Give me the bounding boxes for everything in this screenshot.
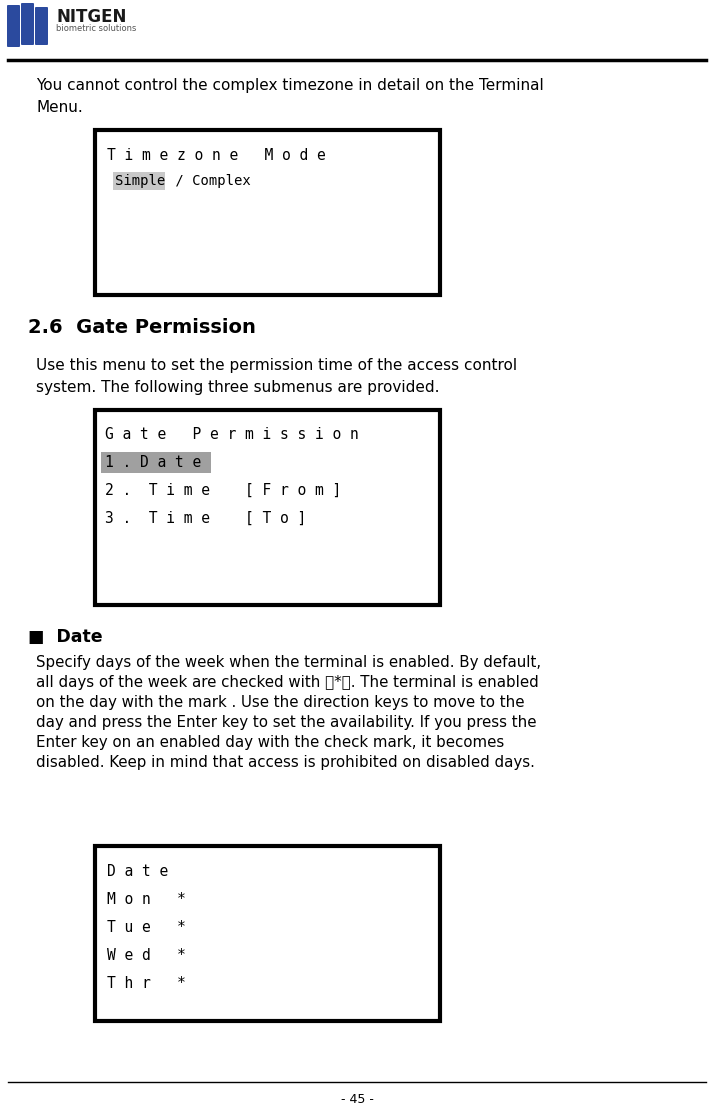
Text: - 45 -: - 45 - <box>341 1092 373 1106</box>
Bar <box>113 172 165 189</box>
Text: W e d   *: W e d * <box>107 948 186 963</box>
Text: T u e   *: T u e * <box>107 920 186 935</box>
FancyBboxPatch shape <box>35 7 48 45</box>
Text: all days of the week are checked with 『*』. The terminal is enabled: all days of the week are checked with 『*… <box>36 675 539 690</box>
Text: NITGEN: NITGEN <box>56 8 126 25</box>
Text: M o n   *: M o n * <box>107 892 186 907</box>
Text: T h r   *: T h r * <box>107 976 186 991</box>
Text: Simple: Simple <box>115 174 165 188</box>
Text: D a t e: D a t e <box>107 864 169 879</box>
Text: Specify days of the week when the terminal is enabled. By default,: Specify days of the week when the termin… <box>36 655 541 670</box>
Text: Use this menu to set the permission time of the access control: Use this menu to set the permission time… <box>36 358 517 373</box>
Text: disabled. Keep in mind that access is prohibited on disabled days.: disabled. Keep in mind that access is pr… <box>36 755 535 770</box>
Text: biometric solutions: biometric solutions <box>56 24 136 33</box>
Text: ■  Date: ■ Date <box>28 628 103 646</box>
Bar <box>95 130 440 295</box>
Text: 2 .  T i m e    [ F r o m ]: 2 . T i m e [ F r o m ] <box>105 483 341 497</box>
Text: You cannot control the complex timezone in detail on the Terminal: You cannot control the complex timezone … <box>36 78 544 93</box>
Text: T i m e z o n e   M o d e: T i m e z o n e M o d e <box>107 148 326 163</box>
Bar <box>95 847 440 1020</box>
Text: day and press the Enter key to set the availability. If you press the: day and press the Enter key to set the a… <box>36 715 536 730</box>
Bar <box>95 410 440 605</box>
Text: G a t e   P e r m i s s i o n: G a t e P e r m i s s i o n <box>105 427 358 442</box>
Text: 1 . D a t e: 1 . D a t e <box>105 455 201 470</box>
FancyBboxPatch shape <box>21 3 34 45</box>
Text: Menu.: Menu. <box>36 100 83 115</box>
FancyBboxPatch shape <box>7 6 20 47</box>
Text: 2.6  Gate Permission: 2.6 Gate Permission <box>28 318 256 337</box>
Text: on the day with the mark . Use the direction keys to move to the: on the day with the mark . Use the direc… <box>36 695 525 710</box>
Text: system. The following three submenus are provided.: system. The following three submenus are… <box>36 380 440 394</box>
Bar <box>101 452 211 473</box>
Text: 3 .  T i m e    [ T o ]: 3 . T i m e [ T o ] <box>105 511 306 526</box>
Text: Enter key on an enabled day with the check mark, it becomes: Enter key on an enabled day with the che… <box>36 735 504 750</box>
Text: / Complex: / Complex <box>167 174 251 188</box>
